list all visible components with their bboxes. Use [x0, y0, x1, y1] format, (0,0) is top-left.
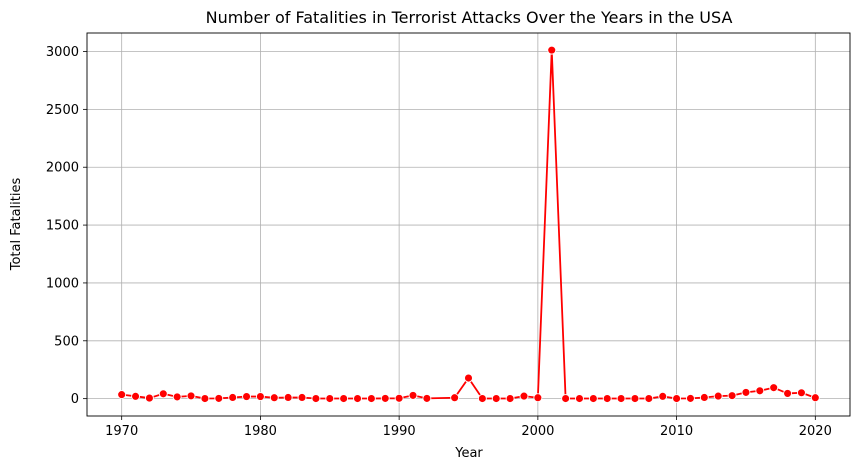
x-tick-label: 2000	[521, 424, 554, 439]
data-point	[755, 386, 765, 396]
data-point	[672, 394, 682, 403]
data-point	[644, 394, 654, 403]
y-tick-label: 500	[54, 334, 79, 349]
data-point	[380, 393, 390, 403]
data-point	[339, 394, 349, 403]
x-axis: 1970 1980 1990 2000 2010 2020	[105, 416, 832, 439]
data-point	[228, 393, 238, 402]
data-point	[686, 393, 695, 403]
x-tick-label: 1980	[244, 424, 277, 439]
data-point	[297, 393, 307, 402]
data-point	[783, 388, 793, 398]
data-point	[616, 394, 626, 403]
data-point	[422, 393, 432, 403]
data-point	[186, 391, 196, 401]
data-point	[741, 387, 751, 397]
x-tick-label: 1990	[383, 424, 416, 439]
y-tick-label: 3000	[46, 45, 79, 60]
data-point	[630, 394, 640, 403]
data-point	[547, 45, 557, 55]
y-tick-label: 0	[71, 392, 79, 407]
y-axis-label: Total Fatalities	[9, 178, 24, 272]
plot-frame	[86, 32, 851, 417]
data-point	[353, 394, 362, 403]
x-axis-label: Year	[454, 446, 483, 461]
data-point	[117, 390, 127, 400]
data-point	[200, 394, 210, 403]
data-point	[561, 394, 571, 403]
data-point	[283, 393, 293, 402]
data-point	[366, 394, 376, 403]
y-tick-label: 1500	[46, 219, 79, 234]
data-point	[311, 394, 321, 403]
data-point	[588, 394, 598, 403]
data-point	[255, 392, 265, 402]
x-tick-label: 2020	[799, 424, 832, 439]
data-point	[533, 393, 543, 403]
data-point	[727, 391, 737, 401]
x-tick-label: 2010	[660, 424, 693, 439]
data-point	[450, 393, 460, 403]
y-axis: 0 500 1000 1500 2000 2500 3000	[46, 45, 87, 407]
data-point	[769, 383, 779, 393]
data-point	[242, 392, 251, 402]
data-point	[505, 394, 515, 403]
chart-title: Number of Fatalities in Terrorist Attack…	[206, 8, 733, 27]
data-point	[575, 394, 584, 403]
data-point	[602, 394, 612, 403]
data-point	[144, 393, 154, 403]
grid-lines	[87, 33, 850, 416]
x-tick-label: 1970	[105, 424, 138, 439]
data-point	[394, 393, 404, 403]
data-point	[796, 388, 806, 398]
data-point	[214, 393, 224, 403]
data-point	[713, 391, 723, 401]
data-point	[658, 391, 668, 401]
y-tick-label: 1000	[46, 276, 79, 291]
data-point	[158, 389, 168, 399]
y-tick-label: 2500	[46, 103, 79, 118]
data-point	[464, 373, 473, 383]
data-point	[131, 391, 141, 401]
data-point	[477, 394, 487, 403]
data-point	[172, 392, 182, 402]
data-point	[408, 390, 418, 400]
y-tick-label: 2000	[46, 161, 79, 176]
data-point	[519, 391, 529, 401]
data-point	[810, 393, 820, 403]
data-point	[491, 394, 501, 403]
data-point	[699, 393, 709, 402]
data-point	[269, 393, 279, 403]
series-group	[117, 45, 820, 403]
series-line	[121, 49, 816, 400]
data-point	[325, 394, 335, 403]
